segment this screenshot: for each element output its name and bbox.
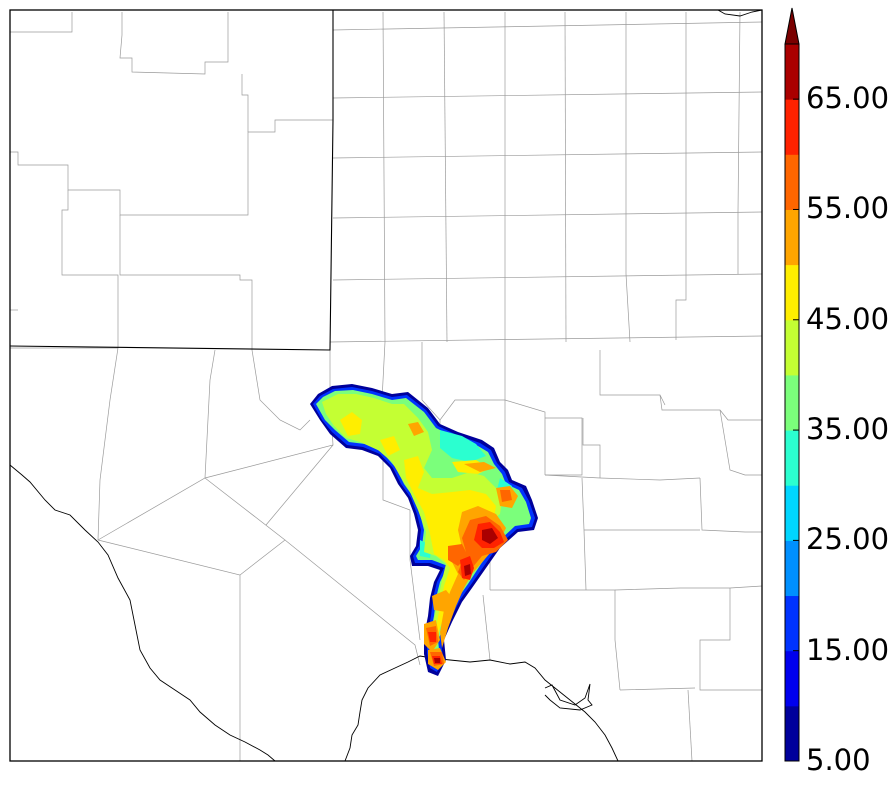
colorbar-bin — [785, 154, 799, 210]
colorbar-tick-label: 65.00 — [806, 81, 890, 116]
colorbar-bin — [785, 99, 799, 155]
colorbar-bin — [785, 485, 799, 541]
colorbar-bin — [785, 209, 799, 266]
colorbar-bin — [785, 374, 799, 431]
colorbar-bin — [785, 264, 799, 321]
colorbar-bin — [785, 705, 799, 762]
field-contours — [310, 384, 538, 676]
colorbar-tick-label: 15.00 — [806, 632, 890, 667]
colorbar-bin — [785, 540, 799, 597]
colorbar-bin — [785, 44, 799, 100]
colorbar-tick-label: 35.00 — [806, 412, 890, 447]
colorbar — [784, 7, 800, 762]
colorbar-tick-label: 55.00 — [806, 191, 890, 226]
colorbar-bin — [785, 430, 799, 486]
colorbar-bin — [785, 595, 799, 652]
colorbar-outline — [784, 43, 800, 762]
county-boundaries — [10, 11, 762, 761]
map-frame — [9, 9, 763, 762]
colorbar-tick-label: 45.00 — [806, 301, 890, 336]
colorbar-tick-label: 25.00 — [806, 522, 890, 557]
international-border — [10, 10, 762, 761]
colorbar-bin — [785, 319, 799, 376]
state-boundaries — [10, 10, 334, 351]
colorbar-bin — [785, 650, 799, 707]
colorbar-extend-arrow — [784, 7, 800, 45]
colorbar-tick-label: 5.00 — [806, 743, 871, 777]
